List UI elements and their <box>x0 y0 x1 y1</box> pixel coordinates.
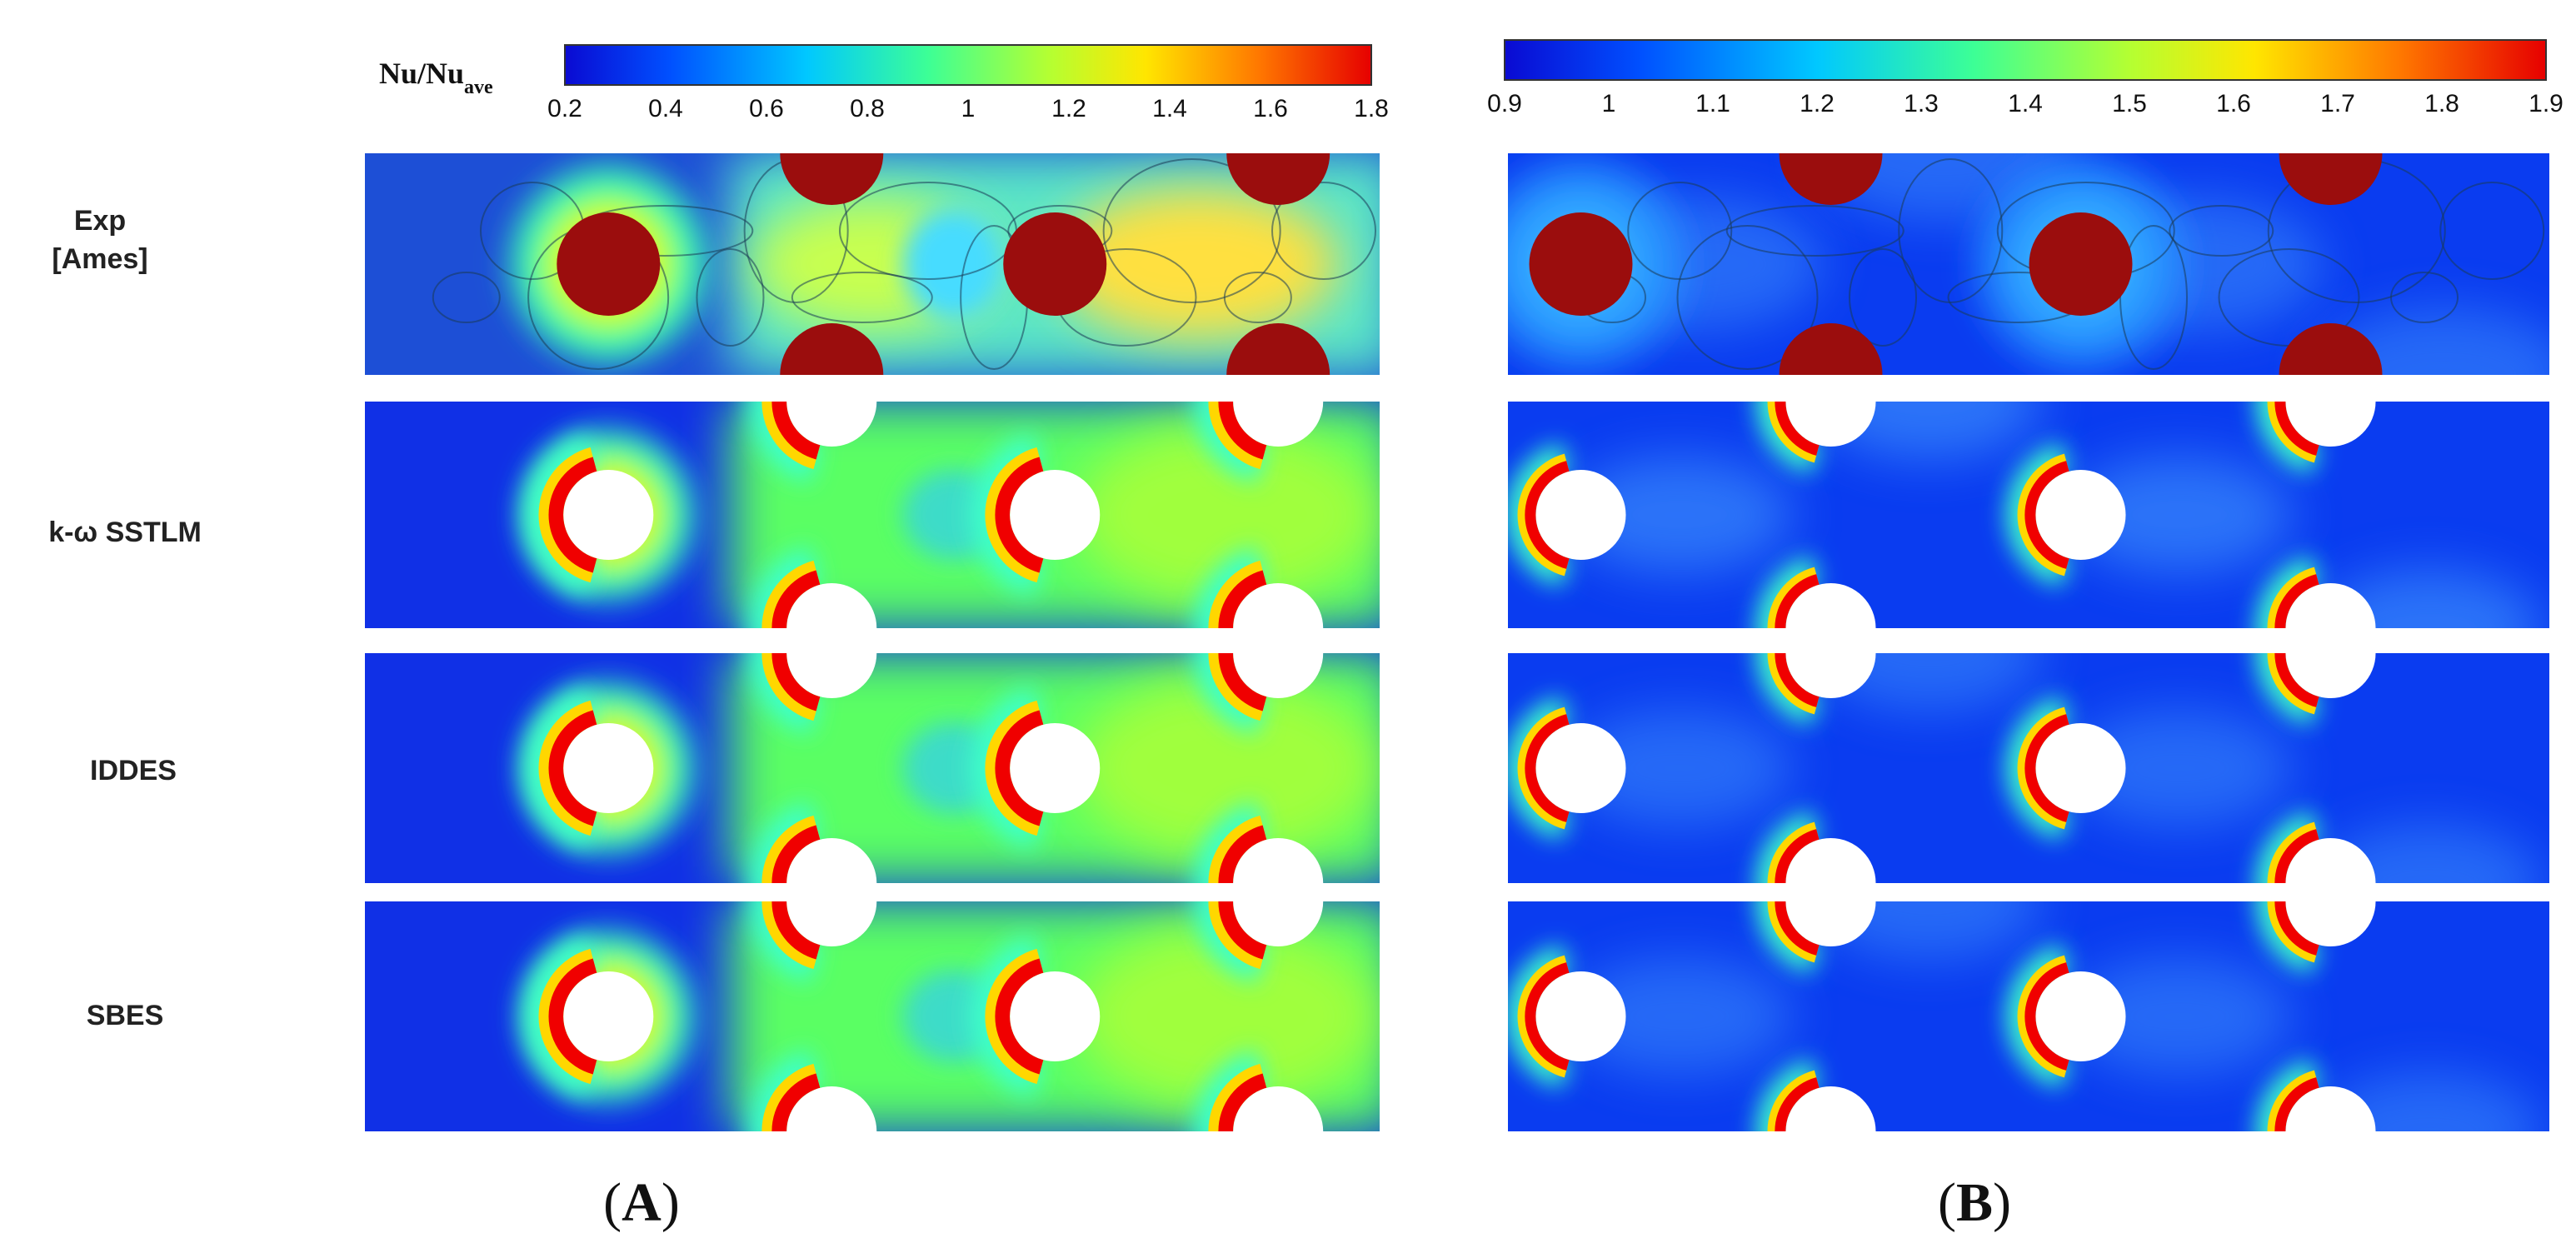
pin-fin <box>563 470 654 560</box>
pin-fin <box>1785 838 1876 883</box>
colorbar-a-tick-label: 1 <box>961 95 976 122</box>
pin-fin <box>1233 838 1324 883</box>
pin-fin <box>1010 971 1101 1061</box>
colorbar-b-tick-label: 1.7 <box>2320 90 2355 117</box>
colorbar-b-tick-label: 1.8 <box>2424 90 2459 117</box>
colorbar-b-tick-label: 1 <box>1602 90 1616 117</box>
panel-letter-b: (B) <box>1938 1172 2011 1233</box>
row-label-sstlm: k-ω SSTLM <box>48 517 202 548</box>
contour-map-a-sbes <box>365 901 1380 1131</box>
pin-fin <box>1535 971 1626 1061</box>
pin-fin <box>563 971 654 1061</box>
pin-fin <box>1785 583 1876 628</box>
pin-fin <box>1003 212 1107 316</box>
pin-fin <box>2285 653 2376 698</box>
pin-fin <box>1233 653 1324 698</box>
contour-map-b-sstlm <box>1508 402 2549 628</box>
pin-fin <box>2285 838 2376 883</box>
colorbar-a-tick-label: 0.2 <box>547 95 582 122</box>
pin-fin <box>1785 402 1876 447</box>
pin-fin <box>1785 653 1876 698</box>
colorbar-a: Nu/Nuave 0.2 0.4 0.6 0.8 1 1.2 1.4 1.6 1.8 <box>379 44 1389 122</box>
pin-fin <box>1233 402 1324 447</box>
pin-fin <box>1226 153 1330 205</box>
colorbar-b: 0.9 1 1.1 1.2 1.3 1.4 1.5 1.6 1.7 1.8 1.9 <box>1487 39 2564 117</box>
pin-fin <box>2285 583 2376 628</box>
contour-map-b-exp <box>1508 153 2549 375</box>
pin-fin <box>2285 901 2376 946</box>
colorbar-b-bar <box>1504 39 2547 81</box>
pin-fin <box>786 1086 877 1131</box>
colorbar-b-tick-label: 1.2 <box>1800 90 1835 117</box>
pin-fin <box>786 901 877 946</box>
colorbar-b-tick-label: 1.4 <box>2008 90 2043 117</box>
colorbar-a-tick-label: 0.4 <box>648 95 683 122</box>
row-label-exp: Exp <box>74 205 126 237</box>
pin-fin <box>1779 323 1883 375</box>
pin-fin <box>2035 723 2126 813</box>
colorbar-a-tick-label: 1.4 <box>1152 95 1187 122</box>
colorbar-a-tick-label: 1.6 <box>1253 95 1288 122</box>
pin-fin <box>2279 153 2383 205</box>
pin-fin <box>2285 1086 2376 1131</box>
pin-fin <box>1010 723 1101 813</box>
contour-map-a-iddes <box>365 653 1380 883</box>
colorbar-b-tick-label: 0.9 <box>1487 90 1522 117</box>
colorbar-a-tick-label: 0.8 <box>850 95 885 122</box>
pin-fin <box>786 838 877 883</box>
colorbar-b-tick-label: 1.1 <box>1695 90 1730 117</box>
colorbar-title: Nu/Nuave <box>379 57 493 98</box>
row-label-iddes: IDDES <box>90 755 177 786</box>
pin-fin <box>1779 153 1883 205</box>
pin-fin <box>1535 470 1626 560</box>
row-labels: Exp [Ames] k-ω SSTLM IDDES SBES <box>48 205 202 1031</box>
colorbar-b-tick-label: 1.9 <box>2529 90 2564 117</box>
pin-fin <box>2035 971 2126 1061</box>
colorbar-b-tick-label: 1.3 <box>1904 90 1939 117</box>
pin-fin <box>1785 901 1876 946</box>
contour-map-b-iddes <box>1508 653 2549 883</box>
pin-fin <box>2285 402 2376 447</box>
pin-fin <box>557 212 661 316</box>
pin-fin <box>1233 901 1324 946</box>
contour-map-a-exp <box>365 153 1380 375</box>
colorbar-b-tick-label: 1.6 <box>2216 90 2251 117</box>
contour-panels <box>365 153 2549 1131</box>
colorbar-b-tick-label: 1.5 <box>2112 90 2147 117</box>
pin-fin <box>2279 323 2383 375</box>
pin-fin <box>786 653 877 698</box>
pin-fin <box>1233 583 1324 628</box>
pin-fin <box>1535 723 1626 813</box>
pin-fin <box>1233 1086 1324 1131</box>
colorbar-a-bar <box>564 44 1372 86</box>
pin-fin <box>563 723 654 813</box>
pin-fin <box>786 402 877 447</box>
panel-letter-a: (A) <box>603 1172 680 1233</box>
row-label-exp-sub: [Ames] <box>52 243 147 275</box>
pin-fin <box>2029 212 2133 316</box>
contour-map-b-sbes <box>1508 901 2549 1131</box>
pin-fin <box>1529 212 1633 316</box>
pin-fin <box>780 323 884 375</box>
pin-fin <box>1226 323 1330 375</box>
pin-fin <box>1010 470 1101 560</box>
pin-fin <box>2035 470 2126 560</box>
colorbar-a-tick-label: 1.8 <box>1354 95 1389 122</box>
pin-fin <box>786 583 877 628</box>
colorbar-a-tick-label: 0.6 <box>749 95 784 122</box>
pin-fin <box>1785 1086 1876 1131</box>
row-label-sbes: SBES <box>87 1000 164 1031</box>
pin-fin <box>780 153 884 205</box>
contour-map-a-sstlm <box>365 402 1380 628</box>
colorbar-a-tick-label: 1.2 <box>1051 95 1086 122</box>
